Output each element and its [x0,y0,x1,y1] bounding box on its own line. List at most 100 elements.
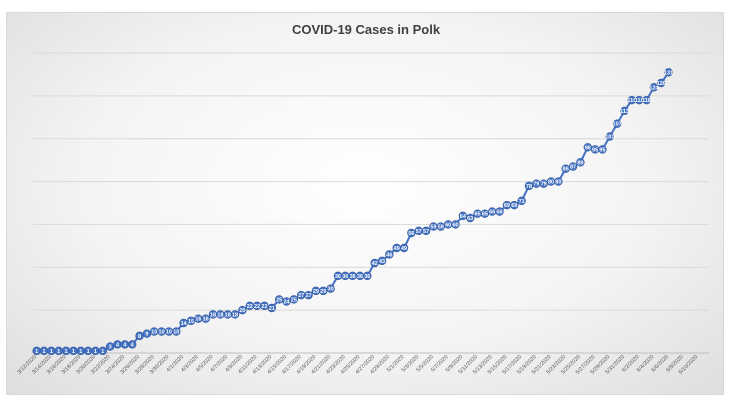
data-point: 22 [252,301,262,311]
data-point: 18 [230,310,240,319]
data-point: 60 [443,220,453,229]
data-point: 3 [105,342,115,351]
data-point: 96 [583,143,592,152]
data-label: 78 [526,184,532,190]
data-point-marker [495,207,504,216]
data-point: 36 [355,271,365,281]
data-point-marker [267,303,277,313]
data-point: 10 [157,327,166,336]
data-point: 118 [642,95,651,105]
data-label: 24 [283,300,290,306]
chart-svg: COVID-19 Cases in Polk 3/12/20203/14/202… [17,22,709,376]
data-point: 1 [98,346,108,356]
data-label: 69 [504,203,510,209]
data-point-marker [657,78,666,88]
data-label: 15 [188,319,194,325]
data-label: 80 [555,180,561,186]
data-label: 66 [497,210,503,216]
data-point-marker [399,243,409,253]
data-point: 63 [465,213,475,223]
data-point: 46 [385,250,394,259]
data-point: 36 [363,271,372,281]
data-label: 8 [138,334,141,340]
data-label: 20 [239,308,245,314]
data-label: 10 [159,330,165,336]
data-point: 65 [480,209,490,218]
data-point-marker [385,250,394,259]
data-label: 25 [291,297,297,303]
data-point-marker [238,305,247,315]
data-point: 25 [274,295,284,304]
data-point: 57 [421,226,431,236]
data-label: 113 [620,109,629,115]
data-point: 8 [135,331,144,341]
data-label: 118 [635,98,644,104]
data-point-marker [201,314,210,323]
data-label: 60 [452,222,458,228]
data-point: 43 [377,256,387,266]
data-point: 86 [561,164,570,173]
data-point: 66 [488,207,497,216]
data-point: 126 [657,78,666,88]
data-label: 71 [519,199,525,205]
data-point: 87 [568,162,578,171]
data-point: 124 [649,83,659,92]
data-point-marker [363,271,372,281]
data-label: 124 [649,85,659,91]
data-point: 10 [172,327,181,336]
data-label: 4 [116,342,120,348]
grid-layer [33,52,709,311]
data-point: 78 [524,181,534,191]
data-point: 69 [502,200,512,210]
data-label: 46 [386,252,392,258]
data-label: 107 [613,122,622,128]
data-point: 64 [458,211,468,221]
data-point: 1 [76,346,85,356]
data-label: 64 [460,214,467,220]
data-point: 49 [399,243,409,253]
data-label: 43 [379,259,385,265]
data-point: 15 [186,316,196,326]
data-point: 29 [319,286,328,296]
data-point: 4 [113,340,122,349]
data-point: 65 [473,209,482,218]
data-point-marker [451,220,460,229]
data-label: 36 [357,274,363,280]
data-label: 18 [217,312,223,318]
data-label: 101 [605,135,614,141]
x-axis: 3/12/20203/14/20203/16/20203/18/20203/20… [17,352,709,376]
data-label: 1 [101,349,104,355]
data-point: 1 [54,346,63,356]
data-point: 36 [341,271,350,281]
data-point: 49 [392,243,401,253]
data-label: 10 [173,330,179,336]
data-point: 80 [546,177,556,186]
data-label: 18 [210,312,216,318]
data-point: 29 [311,286,321,296]
data-point-marker [326,284,335,293]
data-point: 4 [127,340,137,349]
data-label: 95 [599,147,605,153]
data-point-marker [649,83,659,92]
data-label: 25 [276,297,282,303]
data-point-marker [98,346,108,356]
data-label: 21 [269,306,275,312]
data-point: 9 [142,329,152,338]
data-label: 29 [313,289,319,295]
data-label: 36 [364,274,370,280]
data-point: 1 [32,346,41,356]
data-point-marker [517,196,526,206]
chart-title: COVID-19 Cases in Polk [292,22,441,37]
data-point: 16 [194,314,203,323]
data-point: 36 [348,271,357,281]
data-point-marker [598,145,607,154]
data-point: 1 [39,346,49,356]
data-point: 14 [179,318,188,328]
data-point: 113 [620,106,629,116]
data-point-marker [605,132,615,141]
data-point: 89 [576,158,585,167]
data-label: 1 [72,349,75,355]
data-point: 27 [304,290,313,300]
data-label: 42 [372,261,378,267]
